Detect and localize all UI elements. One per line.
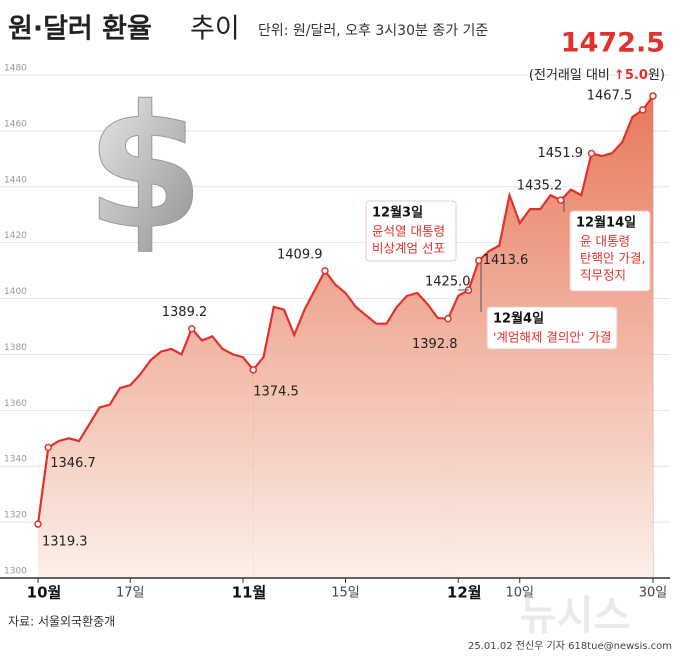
y-tick-label: 1300 (4, 567, 27, 577)
x-tick-label: 11월 (232, 584, 267, 602)
y-tick-label: 1480 (4, 64, 27, 74)
value-label: 1389.2 (162, 305, 208, 320)
change: (전거래일 대비 ↑5.0원) (529, 68, 665, 83)
callout-line: 비상계엄 선포 (372, 241, 445, 256)
line (36, 95, 654, 525)
callout-line: 윤석열 대통령 (372, 224, 445, 239)
point (639, 106, 647, 114)
point (188, 324, 196, 333)
x-tick-label: 17일 (116, 586, 145, 601)
x-tick-label: 15일 (331, 586, 360, 601)
change-value: ↑5.0 (614, 68, 648, 83)
point (34, 520, 42, 528)
watermark: 뉴시스 (520, 593, 630, 639)
point (249, 366, 257, 374)
callout-box (365, 200, 457, 262)
y-tick-label: 1380 (4, 343, 27, 353)
point (321, 267, 329, 275)
callout-line: 직무정지 (580, 268, 626, 283)
y-tick-label: 1340 (4, 455, 27, 465)
point (44, 443, 52, 452)
value-label: 1435.2 (517, 179, 563, 194)
value-label: 1413.6 (483, 253, 529, 268)
callout-box (486, 306, 618, 350)
last-value: 1472.5 (561, 28, 665, 59)
callout-line: '계엄해제 결의안' 가결 (493, 330, 611, 345)
x-tick-label: 10일 (505, 586, 534, 601)
area (38, 96, 653, 578)
point (444, 314, 452, 323)
callout-title: 12월14일 (576, 215, 636, 231)
credit: 25.01.02 전신우 기자 618tue@newsis.com (468, 640, 672, 652)
dollar-icon: $ (86, 69, 204, 267)
extra-label: 1425.0 (425, 275, 471, 290)
x-tick-label: 12월 (447, 584, 482, 602)
value-label: 1319.3 (42, 535, 88, 550)
point (587, 149, 596, 158)
source: 자료: 서울외국환중개 (8, 615, 115, 629)
value-label: 1392.8 (412, 337, 458, 352)
callout-box (569, 210, 651, 292)
point (557, 196, 565, 204)
x-tick-label: 10월 (27, 584, 62, 602)
title: 원·달러 환율 (8, 14, 152, 45)
callout-line: 탄핵안 가결, (580, 251, 645, 266)
title-suffix: 추이 (190, 14, 240, 45)
change-suffix: 원) (648, 68, 665, 83)
point (475, 256, 483, 265)
y-tick-label: 1360 (4, 399, 27, 409)
point (649, 92, 657, 100)
callout-title: 12월3일 (372, 205, 423, 221)
change-prefix: (전거래일 대비 (529, 68, 614, 83)
subtitle: 단위: 원/달러, 오후 3시30분 종가 기준 (258, 23, 488, 39)
y-tick-label: 1400 (4, 287, 27, 297)
value-label: 1467.5 (587, 88, 633, 103)
value-label: 1451.9 (538, 146, 584, 161)
y-tick-label: 1420 (4, 231, 27, 241)
x-tick-label: 30일 (639, 586, 668, 601)
value-label: 1346.7 (50, 456, 96, 471)
value-label: 1374.5 (253, 384, 299, 399)
callout-line: 윤 대통령 (580, 234, 630, 249)
y-tick-label: 1320 (4, 511, 27, 521)
y-tick-label: 1440 (4, 175, 27, 185)
value-label: 1409.9 (277, 247, 323, 262)
y-tick-label: 1460 (4, 119, 27, 129)
callout-title: 12월4일 (493, 311, 544, 327)
